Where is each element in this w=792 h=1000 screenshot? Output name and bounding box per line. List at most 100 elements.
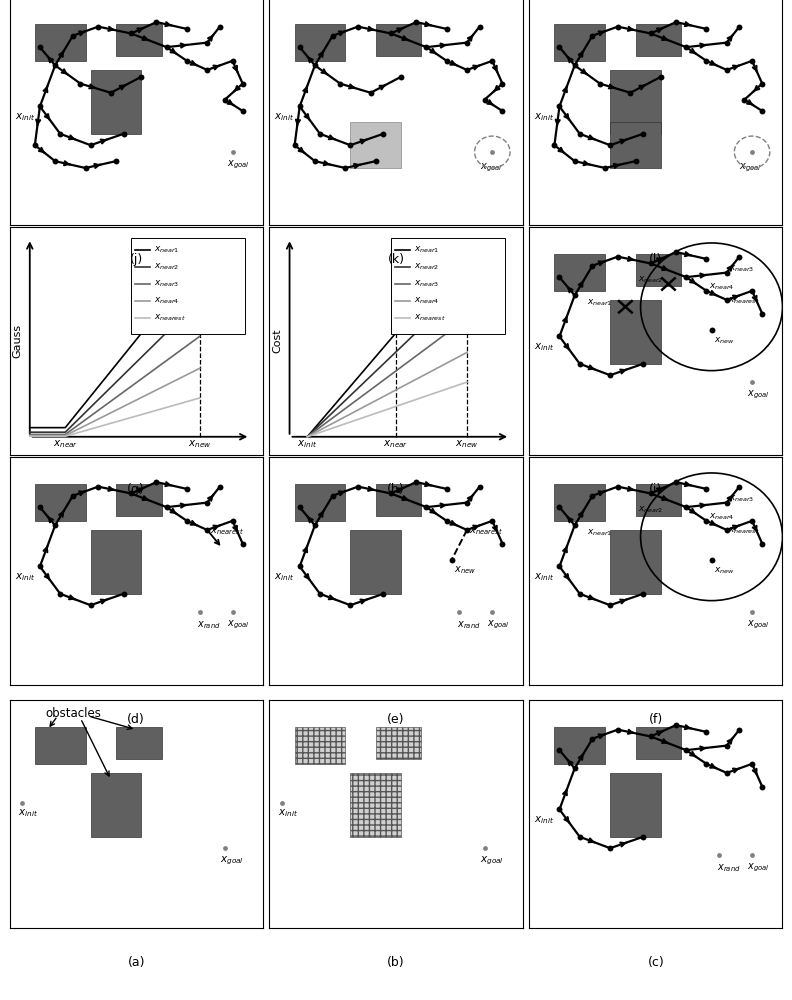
Point xyxy=(645,728,657,744)
Point xyxy=(611,249,624,265)
Text: $x_{new}$: $x_{new}$ xyxy=(455,564,476,576)
Text: (c): (c) xyxy=(647,956,664,969)
Point xyxy=(645,255,657,271)
Text: $x_{near3}$: $x_{near3}$ xyxy=(729,493,755,504)
Point xyxy=(33,39,46,55)
Point xyxy=(721,522,733,538)
Point xyxy=(629,153,642,169)
Point xyxy=(181,513,193,529)
Point xyxy=(705,552,718,568)
Text: $x_{goal}$: $x_{goal}$ xyxy=(487,619,510,631)
Text: (l): (l) xyxy=(649,253,662,266)
Point xyxy=(721,495,733,511)
Point xyxy=(92,479,105,495)
Bar xyxy=(610,300,661,364)
Point xyxy=(84,597,97,613)
Point xyxy=(496,76,508,92)
Point xyxy=(92,19,105,35)
Text: $x_{goal}$: $x_{goal}$ xyxy=(740,161,762,174)
Point xyxy=(611,479,624,495)
Point xyxy=(33,558,46,574)
Bar xyxy=(90,530,141,594)
Text: $x_{near}$: $x_{near}$ xyxy=(52,439,78,450)
Text: (e): (e) xyxy=(387,713,405,726)
Bar xyxy=(635,24,681,56)
Point xyxy=(700,53,713,69)
Point xyxy=(573,586,586,602)
Text: $x_{near2}$: $x_{near2}$ xyxy=(413,262,439,272)
Point xyxy=(474,479,486,495)
Point xyxy=(746,513,759,529)
Point xyxy=(569,760,581,776)
Point xyxy=(569,287,581,303)
Text: $x_{init}$: $x_{init}$ xyxy=(534,571,554,583)
Point xyxy=(654,69,667,85)
Point xyxy=(756,536,768,552)
Bar xyxy=(90,70,141,134)
Point xyxy=(309,517,322,533)
Point xyxy=(352,479,364,495)
Point xyxy=(440,481,453,497)
Point xyxy=(721,62,733,78)
Point xyxy=(624,85,637,101)
Point xyxy=(293,98,306,114)
Text: (d): (d) xyxy=(128,713,145,726)
Point xyxy=(733,479,746,495)
Point xyxy=(445,552,458,568)
Point xyxy=(84,137,97,153)
Point xyxy=(364,85,377,101)
Point xyxy=(680,499,692,515)
Point xyxy=(377,126,390,142)
Text: (g): (g) xyxy=(128,483,145,496)
Text: $x_{near3}$: $x_{near3}$ xyxy=(154,279,179,289)
Point xyxy=(746,144,759,160)
Point xyxy=(637,356,649,372)
Point xyxy=(453,604,466,620)
Point xyxy=(604,597,616,613)
Text: $x_{nearest}$: $x_{nearest}$ xyxy=(413,313,445,323)
Point xyxy=(611,722,624,738)
Point xyxy=(181,21,193,37)
Point xyxy=(700,481,713,497)
Point xyxy=(214,19,227,35)
Point xyxy=(54,586,67,602)
Point xyxy=(461,495,474,511)
Point xyxy=(288,137,301,153)
Bar xyxy=(295,727,345,764)
Point xyxy=(293,558,306,574)
Point xyxy=(227,53,239,69)
Text: $x_{near1}$: $x_{near1}$ xyxy=(588,298,613,308)
Point xyxy=(700,513,713,529)
Point xyxy=(721,265,733,281)
Point xyxy=(637,586,649,602)
Text: (k): (k) xyxy=(387,253,405,266)
Point xyxy=(700,756,713,772)
Point xyxy=(713,847,725,863)
Text: $x_{nearest}$: $x_{nearest}$ xyxy=(728,525,760,536)
Point xyxy=(440,513,453,529)
Point xyxy=(721,35,733,51)
Point xyxy=(604,840,616,856)
Point xyxy=(150,14,163,30)
Bar xyxy=(635,254,681,286)
Text: $x_{near2}$: $x_{near2}$ xyxy=(638,505,664,515)
Point xyxy=(670,244,683,260)
Point xyxy=(548,137,561,153)
Point xyxy=(586,28,599,44)
Point xyxy=(756,306,768,322)
Point xyxy=(553,558,565,574)
Point xyxy=(201,495,214,511)
Point xyxy=(553,269,565,285)
Point xyxy=(670,474,683,490)
Text: $x_{init}$: $x_{init}$ xyxy=(278,807,299,819)
Point xyxy=(410,474,423,490)
Text: (i): (i) xyxy=(649,483,662,496)
Point xyxy=(219,92,231,108)
Point xyxy=(756,779,768,795)
Point xyxy=(553,328,565,344)
Text: $x_{near4}$: $x_{near4}$ xyxy=(709,282,734,292)
Text: $x_{new}$: $x_{new}$ xyxy=(714,565,735,576)
Point xyxy=(309,153,322,169)
Point xyxy=(478,840,491,856)
Point xyxy=(420,499,432,515)
